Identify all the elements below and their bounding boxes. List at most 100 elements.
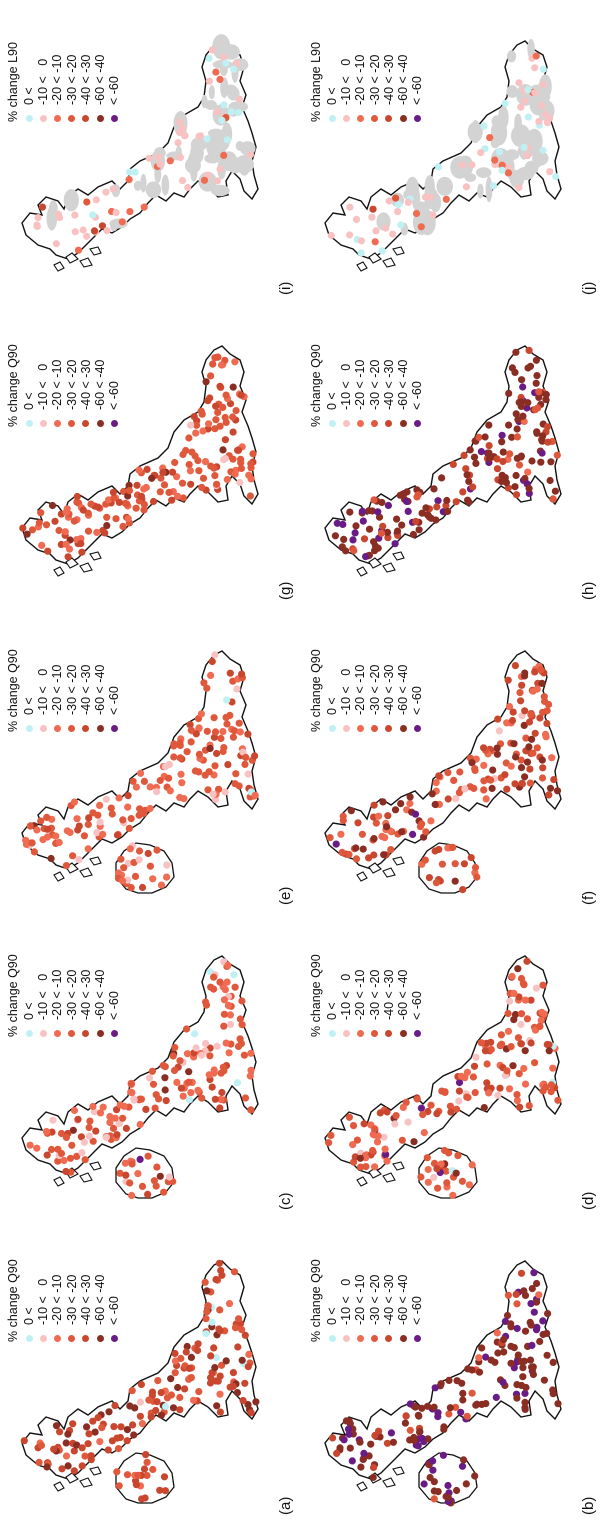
legend-swatch	[110, 725, 118, 732]
station-point	[509, 1062, 517, 1070]
station-point	[439, 1451, 447, 1459]
station-point	[404, 198, 412, 206]
station-point	[161, 1487, 169, 1495]
station-point	[539, 146, 547, 154]
station-point	[89, 1102, 97, 1111]
station-point	[129, 1421, 137, 1429]
station-point	[550, 775, 558, 784]
legend-label: -60 < -40	[93, 359, 108, 410]
catchment-area	[220, 77, 229, 98]
station-point	[37, 509, 45, 517]
legend-entry: -10 < 0	[339, 614, 353, 732]
station-point	[219, 1063, 227, 1071]
station-point	[26, 822, 34, 830]
station-point	[520, 1064, 528, 1073]
station-point	[512, 410, 520, 418]
station-point	[193, 421, 201, 429]
station-point	[444, 795, 452, 803]
panel-label: (g)	[277, 581, 294, 600]
station-point	[469, 1073, 477, 1081]
station-point	[539, 1317, 547, 1325]
station-point	[187, 421, 195, 429]
panel-label: (a)	[277, 1496, 294, 1515]
station-point	[357, 249, 365, 257]
station-point	[187, 1374, 195, 1382]
station-point	[199, 474, 208, 482]
station-point	[127, 884, 135, 892]
station-point	[433, 1165, 441, 1173]
legend-label: -60 < -40	[396, 1274, 411, 1325]
station-point	[494, 1091, 502, 1099]
station-point	[431, 847, 439, 855]
legend-label: -40 < -30	[78, 664, 93, 715]
station-point	[156, 488, 164, 496]
station-point	[515, 398, 523, 406]
station-point	[511, 780, 519, 788]
station-point	[236, 478, 244, 487]
station-point	[473, 873, 481, 881]
station-point	[462, 183, 470, 191]
station-point	[391, 540, 399, 548]
station-point	[131, 168, 139, 176]
legend-swatch	[399, 420, 407, 427]
station-point	[110, 1422, 118, 1431]
station-point	[545, 1047, 553, 1055]
station-point	[438, 860, 446, 868]
station-point	[103, 513, 111, 521]
station-point	[201, 458, 210, 466]
legend-swatch	[39, 725, 47, 732]
legend-title: % change Q90	[6, 954, 20, 1037]
legend-entry: -20 < -10	[50, 919, 64, 1037]
station-point	[61, 528, 69, 536]
legend-label: < -60	[410, 1296, 425, 1325]
station-point	[70, 798, 79, 806]
station-point	[523, 957, 531, 965]
station-point	[159, 1061, 167, 1069]
station-point	[217, 361, 226, 369]
station-point	[216, 165, 224, 173]
station-point	[530, 1269, 538, 1277]
station-point	[329, 1434, 337, 1442]
legend-label: -10 < 0	[339, 58, 354, 105]
station-point	[487, 1045, 495, 1054]
station-point	[73, 1441, 81, 1449]
station-point	[507, 1342, 515, 1350]
station-point	[229, 1369, 237, 1377]
station-point	[217, 1095, 225, 1104]
station-point	[375, 513, 384, 521]
station-point	[406, 1426, 414, 1434]
station-point	[112, 208, 120, 217]
station-point	[397, 799, 405, 808]
station-point	[214, 353, 222, 361]
station-point	[404, 1118, 412, 1126]
legend-entry: 0 <	[325, 1224, 339, 1342]
station-point	[33, 826, 41, 834]
catchment-area	[145, 181, 162, 199]
station-point	[383, 528, 392, 536]
station-point	[406, 793, 414, 801]
island-outline	[382, 257, 396, 268]
station-point	[547, 1087, 555, 1096]
station-point	[187, 738, 195, 746]
station-point	[528, 1285, 536, 1293]
station-point	[481, 1047, 489, 1055]
legend-entry: < -60	[107, 309, 121, 427]
station-point	[169, 1052, 177, 1060]
station-point	[249, 450, 257, 458]
station-point	[244, 1363, 252, 1371]
legend-label: -10 < 0	[339, 1278, 354, 1325]
station-point	[105, 1408, 113, 1416]
station-point	[125, 486, 134, 495]
station-point	[209, 360, 217, 368]
station-point	[124, 515, 132, 523]
station-point	[195, 1387, 203, 1396]
legend-entry: -40 < -30	[382, 614, 396, 732]
station-point	[526, 779, 534, 787]
station-point	[177, 770, 185, 778]
legend-label: -30 < -20	[367, 969, 382, 1020]
station-point	[183, 1050, 192, 1058]
station-point	[455, 1078, 464, 1087]
legend-label: -20 < -10	[50, 664, 65, 715]
station-point	[450, 776, 458, 784]
station-point	[165, 488, 173, 496]
